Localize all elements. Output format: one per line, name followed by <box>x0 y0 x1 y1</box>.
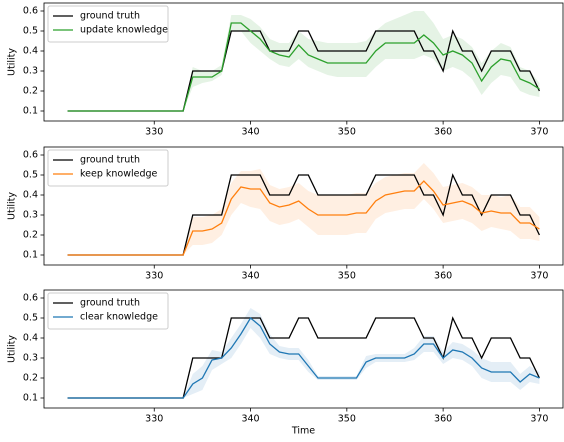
confidence-band <box>67 308 540 398</box>
legend-label: ground truth <box>80 11 140 22</box>
y-tick-label: 0.6 <box>23 6 38 17</box>
x-tick-label: 340 <box>241 127 259 138</box>
series-line <box>67 317 540 399</box>
axes-frame <box>43 146 564 266</box>
y-tick-label: 0.1 <box>23 106 38 117</box>
x-tick-label: 370 <box>530 271 548 282</box>
x-axis-label: Time <box>291 426 315 437</box>
y-tick-label: 0.4 <box>23 333 38 344</box>
x-tick-label: 370 <box>530 414 548 425</box>
x-tick-label: 370 <box>530 127 548 138</box>
y-tick-label: 0.3 <box>23 210 38 221</box>
y-tick-label: 0.5 <box>23 313 38 324</box>
legend-box <box>47 292 169 330</box>
x-tick-label: 360 <box>434 414 452 425</box>
x-tick-label: 360 <box>434 127 452 138</box>
x-tick-label: 360 <box>434 271 452 282</box>
confidence-band <box>67 163 540 255</box>
y-axis-label: Utility <box>7 192 18 220</box>
y-tick-label: 0.6 <box>23 293 38 304</box>
x-tick-label: 330 <box>145 127 163 138</box>
legend-box <box>47 5 169 43</box>
x-tick-label: 330 <box>145 414 163 425</box>
y-tick-label: 0.4 <box>23 46 38 57</box>
x-tick-label: 350 <box>338 127 356 138</box>
legend-label: keep knowledge <box>80 169 158 180</box>
axes-frame <box>43 2 564 122</box>
y-tick-label: 0.3 <box>23 66 38 77</box>
legend-box <box>47 149 169 187</box>
y-tick-label: 0.1 <box>23 393 38 404</box>
plot-area <box>67 11 540 112</box>
y-tick-label: 0.2 <box>23 373 38 384</box>
axes-frame <box>43 289 564 409</box>
y-axis-label: Utility <box>7 335 18 363</box>
x-tick-label: 350 <box>338 414 356 425</box>
series-line <box>67 22 540 112</box>
legend-label: update knowledge <box>80 25 168 36</box>
y-tick-label: 0.2 <box>23 86 38 97</box>
confidence-band <box>67 11 540 111</box>
y-tick-label: 0.4 <box>23 190 38 201</box>
series-line <box>67 180 540 256</box>
y-axis-label: Utility <box>7 48 18 76</box>
plot-area <box>67 163 540 256</box>
x-tick-label: 330 <box>145 271 163 282</box>
legend-label: ground truth <box>80 298 140 309</box>
legend-label: ground truth <box>80 155 140 166</box>
y-tick-label: 0.3 <box>23 353 38 364</box>
x-tick-label: 340 <box>241 414 259 425</box>
legend-label: clear knowledge <box>80 312 158 323</box>
y-tick-label: 0.1 <box>23 250 38 261</box>
y-tick-label: 0.2 <box>23 230 38 241</box>
x-tick-label: 350 <box>338 271 356 282</box>
x-tick-label: 340 <box>241 271 259 282</box>
plot-area <box>67 308 540 399</box>
y-tick-label: 0.5 <box>23 170 38 181</box>
y-tick-label: 0.6 <box>23 150 38 161</box>
y-tick-label: 0.5 <box>23 26 38 37</box>
